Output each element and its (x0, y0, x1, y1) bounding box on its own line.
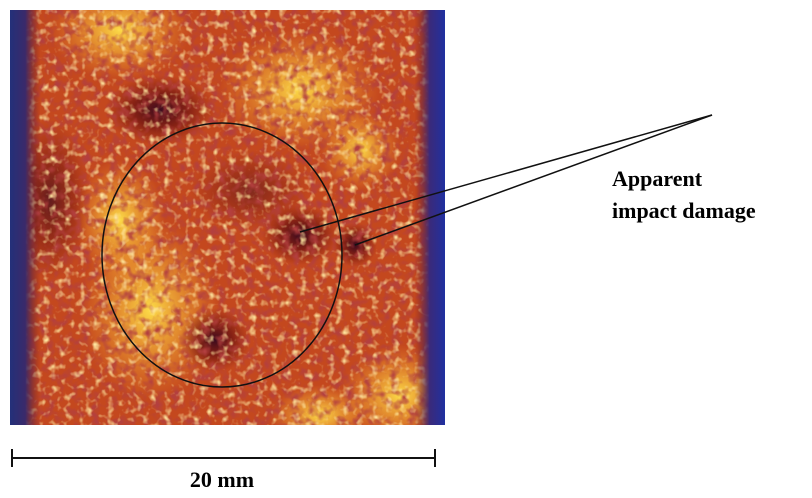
pointer-line (299, 114, 713, 233)
annotation-line: Apparent (612, 166, 703, 191)
scale-label: 20 mm (190, 467, 254, 492)
pointer-line (354, 114, 713, 246)
thermal-image (10, 10, 445, 425)
scale-bar (11, 449, 436, 467)
damage-circle (101, 122, 343, 388)
annotation-line: impact damage (612, 198, 756, 223)
